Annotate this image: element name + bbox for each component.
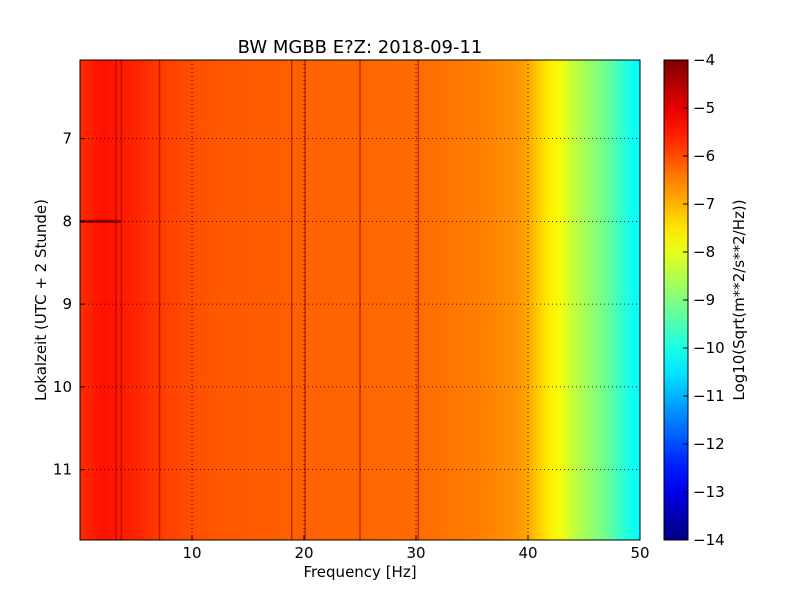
y-axis-label: Lokalzeit (UTC + 2 Stunde) [32, 199, 50, 401]
x-tick-label: 30 [406, 544, 425, 562]
y-axis-ticks: 7 8 9 10 11 [53, 130, 85, 479]
x-tick-label: 40 [518, 544, 537, 562]
colorbar: −4 −5 −6 −7 −8 −9 −10 −11 −12 −13 −14 [663, 51, 725, 549]
colorbar-tick-label: −4 [693, 51, 715, 69]
colorbar-tick-label: −9 [693, 291, 715, 309]
x-tick-label: 20 [294, 544, 313, 562]
x-axis-label: Frequency [Hz] [303, 563, 416, 581]
plot-frame [79, 59, 641, 541]
y-tick-label: 8 [62, 212, 72, 230]
colorbar-tick-label: −12 [693, 435, 725, 453]
x-tick-label: 50 [630, 544, 649, 562]
colorbar-ticks: −4 −5 −6 −7 −8 −9 −10 −11 −12 −13 −14 [683, 51, 725, 549]
y-tick-label: 10 [53, 378, 72, 396]
spectrogram-plot [80, 60, 640, 540]
spectral-lines [80, 60, 419, 540]
x-axis-ticks: 10 20 30 40 50 [182, 535, 650, 562]
colorbar-tick-label: −14 [693, 531, 725, 549]
colorbar-label: Log10(Sqrt(m**2/s**2/Hz)) [730, 199, 748, 400]
chart-title: BW MGBB E?Z: 2018-09-11 [238, 37, 483, 58]
colorbar-tick-label: −5 [693, 99, 715, 117]
x-tick-label: 10 [182, 544, 201, 562]
colorbar-tick-label: −6 [693, 147, 715, 165]
colorbar-tick-label: −8 [693, 243, 715, 261]
y-tick-label: 11 [53, 461, 72, 479]
y-tick-label: 9 [62, 295, 72, 313]
colorbar-tick-label: −10 [693, 339, 725, 357]
colorbar-tick-label: −13 [693, 483, 725, 501]
colorbar-tick-label: −11 [693, 387, 725, 405]
grid-lines [80, 60, 640, 540]
y-tick-label: 7 [62, 130, 72, 148]
colorbar-tick-label: −7 [693, 195, 715, 213]
